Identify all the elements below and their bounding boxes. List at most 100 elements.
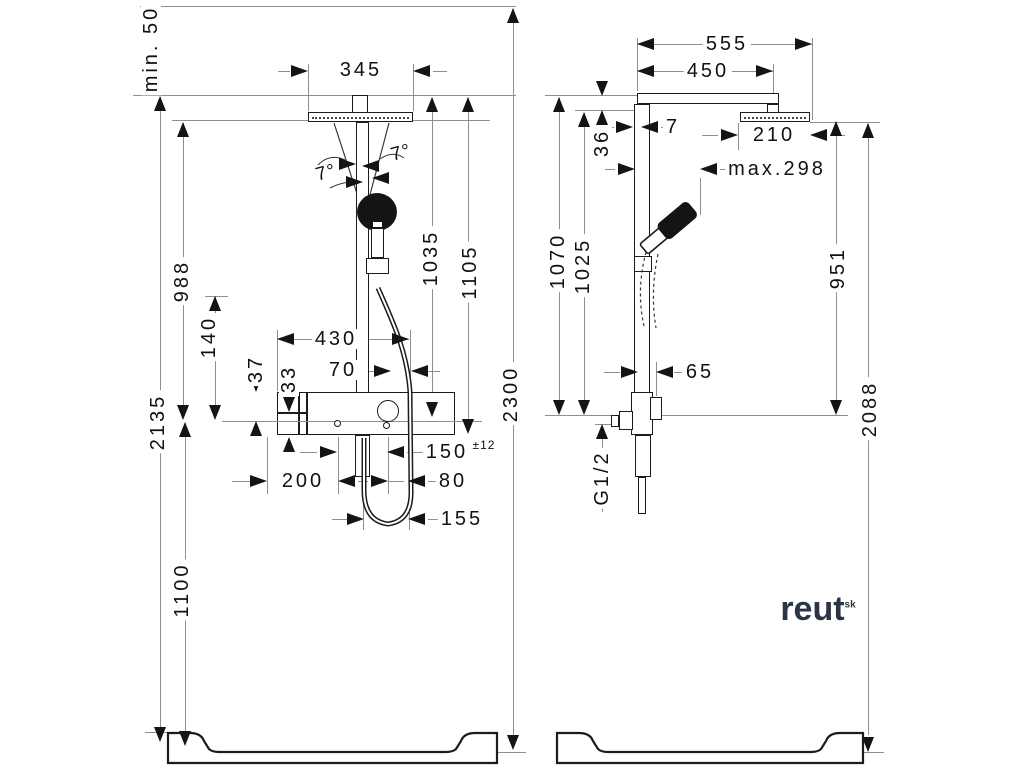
brand-logo-superscript: sk bbox=[844, 599, 856, 611]
dim-line-max298 bbox=[720, 169, 726, 170]
arrow-down bbox=[283, 397, 295, 412]
ext-line bbox=[277, 330, 278, 391]
arrow-left bbox=[277, 333, 294, 345]
dim-label-65: 65 bbox=[682, 362, 718, 382]
arrow-up bbox=[209, 296, 221, 311]
arrow-right bbox=[347, 513, 364, 525]
dim-line-150 bbox=[300, 452, 317, 453]
hand-shower-holder bbox=[366, 258, 389, 274]
dim-line-80 bbox=[428, 481, 438, 482]
arrow-left bbox=[338, 475, 355, 487]
dim-label-1100: 1100 bbox=[171, 559, 193, 621]
arm-top-ext-line bbox=[545, 95, 637, 96]
head-bottom-ext-line bbox=[810, 122, 880, 123]
dim-label-555: 555 bbox=[702, 34, 752, 54]
arrow-left bbox=[641, 121, 658, 133]
ceiling-line bbox=[140, 6, 516, 7]
dim-line-65 bbox=[604, 372, 620, 373]
supply-connection-right bbox=[383, 422, 390, 429]
arrow-down bbox=[830, 400, 842, 415]
arrow-left bbox=[656, 366, 673, 378]
dim-label-2300: 2300 bbox=[500, 362, 522, 426]
arrow-right bbox=[250, 475, 267, 487]
dim-label-430: 430 bbox=[311, 329, 361, 349]
tray-floor-ext-line bbox=[497, 752, 526, 753]
ext-line bbox=[738, 123, 739, 150]
arrow-down bbox=[596, 81, 608, 96]
arrow-up bbox=[462, 97, 474, 112]
arrow-right bbox=[346, 176, 363, 188]
ext-line bbox=[267, 437, 268, 494]
arrow-up bbox=[596, 424, 608, 439]
dim-label-1105: 1105 bbox=[459, 241, 481, 303]
ext-line bbox=[773, 64, 774, 110]
arrow-up bbox=[578, 112, 590, 127]
hand-shower-swivel-outline bbox=[639, 251, 647, 327]
arrow-down bbox=[553, 400, 565, 415]
hand-shower-head-side bbox=[657, 202, 697, 239]
brand-logo-text: reut bbox=[780, 590, 845, 628]
dim-label-36: 36 bbox=[591, 125, 613, 161]
knob-tip-side bbox=[611, 415, 619, 427]
supply-connection-left bbox=[334, 420, 341, 427]
arrow-right bbox=[371, 475, 388, 487]
dim-line-max298 bbox=[605, 169, 615, 170]
tray-floor-ext-line bbox=[863, 752, 884, 753]
hand-shower-detail bbox=[373, 222, 382, 227]
arrow-left bbox=[387, 446, 404, 458]
arrow-down bbox=[209, 405, 221, 420]
ext-line bbox=[388, 437, 389, 494]
hand-shower-side bbox=[639, 202, 697, 255]
ext-line bbox=[812, 38, 813, 120]
arrow-left bbox=[413, 65, 430, 77]
arrow-up bbox=[177, 122, 189, 137]
dim-line-155 bbox=[428, 519, 438, 520]
dim-line-80 bbox=[388, 481, 404, 482]
dim-label-min50: min. 50 bbox=[140, 2, 162, 96]
arrow-up bbox=[154, 96, 166, 111]
dim-tolerance-label: ±12 bbox=[472, 438, 496, 452]
dim-label-2135: 2135 bbox=[147, 390, 169, 454]
dim-label-951: 951 bbox=[827, 243, 849, 293]
ext-line bbox=[338, 437, 339, 494]
arrow-up bbox=[553, 97, 565, 112]
ext-line bbox=[413, 64, 414, 111]
hand-shower-swivel-outline bbox=[652, 253, 659, 329]
arrow-up bbox=[507, 8, 519, 23]
ext-line bbox=[700, 178, 701, 215]
arrow-right bbox=[756, 65, 773, 77]
dim-label-g12: G1/2 bbox=[591, 447, 613, 509]
arrow-left bbox=[372, 172, 389, 184]
arrow-down bbox=[578, 400, 590, 415]
arrow-right bbox=[621, 366, 638, 378]
spray-plate-nozzles-side bbox=[744, 117, 806, 119]
knob-side bbox=[619, 411, 633, 430]
arrow-left bbox=[411, 365, 428, 377]
dim-label-200: 200 bbox=[278, 471, 328, 491]
arrow-up bbox=[862, 123, 874, 138]
arrow-up bbox=[283, 437, 295, 452]
dim-label-max298: max.298 bbox=[725, 159, 829, 179]
arrow-down bbox=[862, 737, 874, 752]
dim-line-345 bbox=[433, 71, 447, 72]
shower-arm-side bbox=[637, 93, 779, 104]
arrow-up bbox=[596, 110, 608, 125]
arrow-down bbox=[462, 419, 474, 434]
bathtub-front-view bbox=[166, 731, 499, 765]
dim-label-450: 450 bbox=[683, 61, 733, 81]
arrow-down bbox=[154, 727, 166, 742]
dim-line-65 bbox=[674, 372, 682, 373]
supply-pipe-side bbox=[638, 477, 646, 514]
thermostat-knob bbox=[377, 400, 399, 422]
arrow-left bbox=[810, 129, 827, 141]
bathtub-side-view bbox=[555, 731, 865, 765]
dim-line-155 bbox=[332, 519, 350, 520]
valve-center-ext-line bbox=[653, 415, 848, 416]
dim-label-37: 37 bbox=[245, 351, 267, 387]
arrow-right bbox=[320, 446, 337, 458]
arrow-down bbox=[426, 402, 438, 417]
dim-line-210 bbox=[702, 135, 718, 136]
